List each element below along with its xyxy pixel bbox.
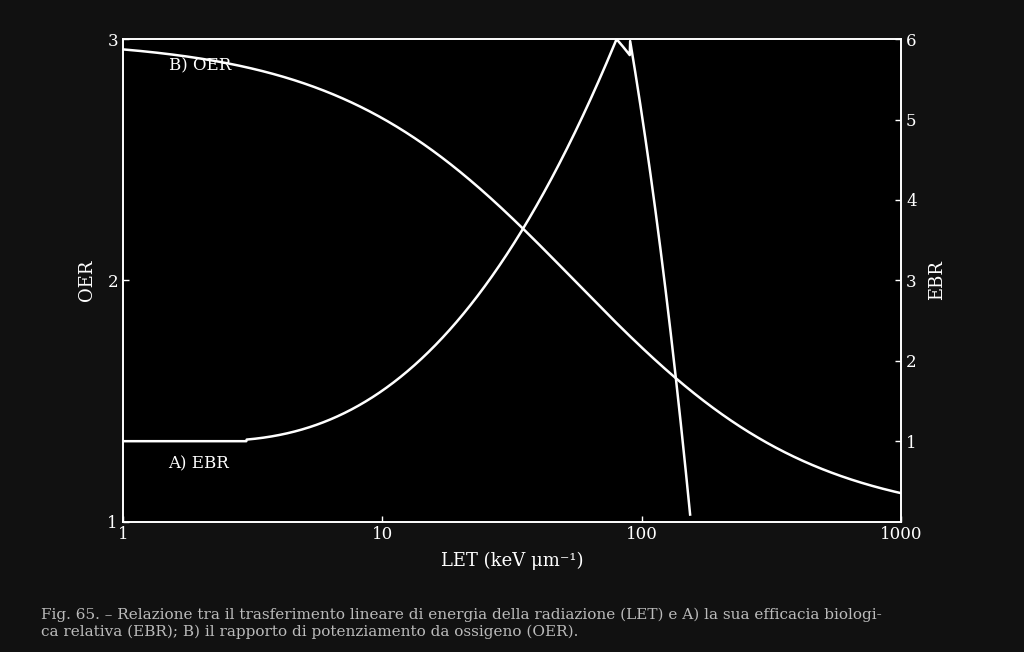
Text: Fig. 65. – Relazione tra il trasferimento lineare di energia della radiazione (L: Fig. 65. – Relazione tra il trasferiment… — [41, 608, 882, 639]
X-axis label: LET (keV μm⁻¹): LET (keV μm⁻¹) — [440, 552, 584, 570]
Y-axis label: EBR: EBR — [928, 260, 946, 301]
Text: A) EBR: A) EBR — [169, 456, 229, 473]
Y-axis label: OER: OER — [78, 259, 96, 301]
Text: B) OER: B) OER — [169, 57, 230, 74]
